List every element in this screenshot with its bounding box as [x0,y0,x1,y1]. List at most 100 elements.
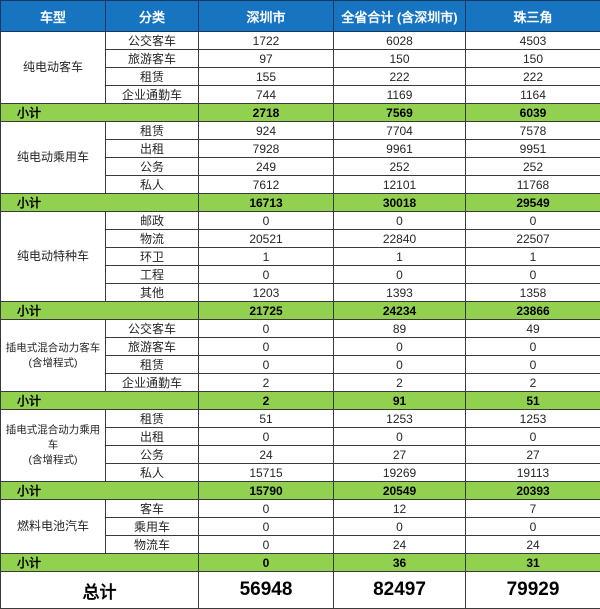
category-cell: 公务 [106,446,199,464]
col-header-vehicle-type: 车型 [1,1,106,32]
value-cell: 89 [334,320,466,338]
value-cell: 924 [199,122,334,140]
value-cell: 51 [199,410,334,428]
value-cell: 1358 [466,284,600,302]
value-cell: 222 [334,68,466,86]
value-cell: 1253 [334,410,466,428]
value-cell: 0 [199,536,334,554]
subtotal-value-cell: 51 [466,392,600,410]
value-cell: 27 [466,446,600,464]
value-cell: 0 [199,518,334,536]
value-cell: 252 [466,158,600,176]
vehicle-type-cell: 纯电动乘用车 [1,122,106,194]
category-cell: 租赁 [106,68,199,86]
value-cell: 12 [334,500,466,518]
subtotal-value-cell: 2 [199,392,334,410]
value-cell: 0 [334,518,466,536]
value-cell: 1164 [466,86,600,104]
subtotal-value-cell: 23866 [466,302,600,320]
category-cell: 工程 [106,266,199,284]
value-cell: 11768 [466,176,600,194]
subtotal-label: 小计 [1,482,199,500]
subtotal-label: 小计 [1,104,199,122]
value-cell: 0 [199,338,334,356]
value-cell: 2 [466,374,600,392]
value-cell: 0 [199,212,334,230]
subtotal-value-cell: 0 [199,554,334,572]
value-cell: 2 [334,374,466,392]
value-cell: 4503 [466,32,600,50]
value-cell: 0 [466,356,600,374]
subtotal-label: 小计 [1,392,199,410]
category-cell: 客车 [106,500,199,518]
value-cell: 0 [199,320,334,338]
col-header-pearl-river-delta: 珠三角 [466,1,600,32]
subtotal-label: 小计 [1,302,199,320]
category-cell: 私人 [106,464,199,482]
value-cell: 0 [334,266,466,284]
subtotal-value-cell: 24234 [334,302,466,320]
value-cell: 150 [466,50,600,68]
value-cell: 0 [199,428,334,446]
value-cell: 12101 [334,176,466,194]
category-cell: 公交客车 [106,320,199,338]
value-cell: 1 [199,248,334,266]
value-cell: 0 [466,518,600,536]
table-header: 车型 分类 深圳市 全省合计 (含深圳市) 珠三角 [1,1,600,32]
value-cell: 22507 [466,230,600,248]
table-footer: 总计 56948 82497 79929 [1,572,600,609]
subtotal-value-cell: 31 [466,554,600,572]
category-cell: 环卫 [106,248,199,266]
value-cell: 15715 [199,464,334,482]
header-row: 车型 分类 深圳市 全省合计 (含深圳市) 珠三角 [1,1,600,32]
subtotal-value-cell: 2718 [199,104,334,122]
category-cell: 旅游客车 [106,338,199,356]
value-cell: 150 [334,50,466,68]
subtotal-value-cell: 29549 [466,194,600,212]
value-cell: 155 [199,68,334,86]
subtotal-value-cell: 36 [334,554,466,572]
category-cell: 出租 [106,428,199,446]
value-cell: 222 [466,68,600,86]
value-cell: 1393 [334,284,466,302]
value-cell: 1722 [199,32,334,50]
value-cell: 1169 [334,86,466,104]
col-header-shenzhen: 深圳市 [199,1,334,32]
value-cell: 7928 [199,140,334,158]
value-cell: 252 [334,158,466,176]
value-cell: 27 [334,446,466,464]
value-cell: 0 [334,356,466,374]
grand-total-province: 82497 [334,572,466,609]
grand-total-row: 总计 56948 82497 79929 [1,572,600,609]
value-cell: 0 [466,428,600,446]
value-cell: 0 [199,266,334,284]
value-cell: 0 [199,500,334,518]
subtotal-value-cell: 20393 [466,482,600,500]
category-cell: 私人 [106,176,199,194]
value-cell: 19113 [466,464,600,482]
vehicle-type-cell: 纯电动客车 [1,32,106,104]
value-cell: 0 [199,356,334,374]
category-cell: 企业通勤车 [106,374,199,392]
subtotal-label: 小计 [1,554,199,572]
category-cell: 企业通勤车 [106,86,199,104]
subtotal-value-cell: 91 [334,392,466,410]
value-cell: 0 [334,428,466,446]
value-cell: 0 [466,338,600,356]
value-cell: 1203 [199,284,334,302]
category-cell: 公务 [106,158,199,176]
subtotal-value-cell: 30018 [334,194,466,212]
subtotal-value-cell: 20549 [334,482,466,500]
